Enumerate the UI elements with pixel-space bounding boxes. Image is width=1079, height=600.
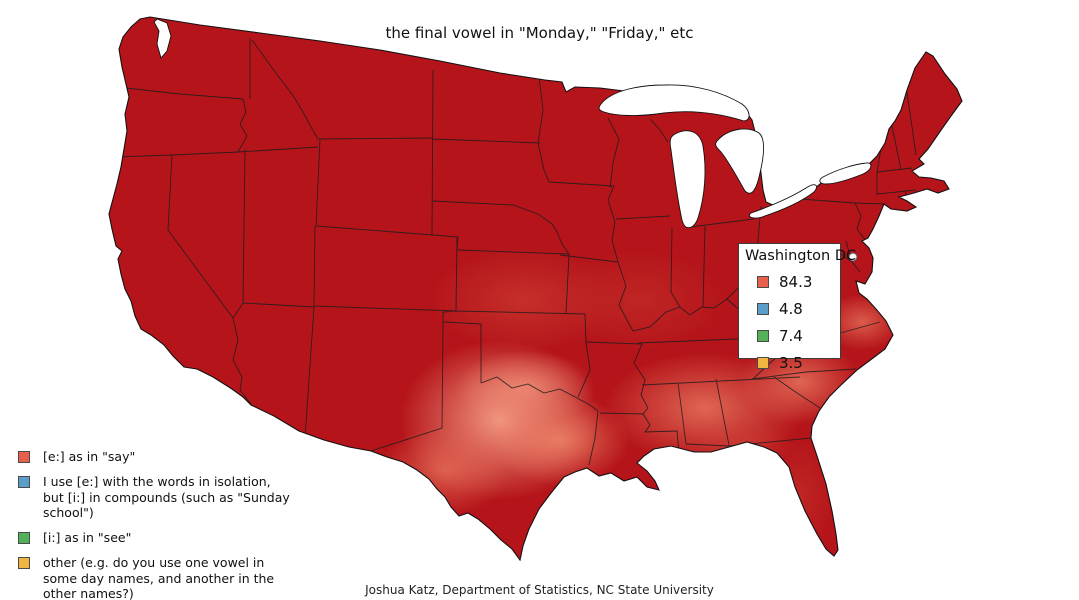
- tooltip-row: 7.4: [757, 327, 834, 345]
- great-lakes: [153, 18, 872, 229]
- legend-item: I use [e:] with the words in isolation, …: [18, 474, 298, 521]
- lake-superior: [598, 84, 750, 122]
- tooltip-row: 4.8: [757, 300, 834, 318]
- tooltip-value: 4.8: [779, 300, 803, 318]
- tooltip-value: 84.3: [779, 273, 813, 291]
- legend-label: [i:] as in "see": [43, 530, 132, 545]
- category-3-swatch: [757, 330, 769, 342]
- category-2-swatch: [18, 475, 30, 488]
- legend-label: [e:] as in "say": [43, 449, 136, 464]
- legend-label: other (e.g. do you use one vowel in some…: [43, 554, 275, 600]
- lake-huron: [715, 128, 765, 194]
- category-4-swatch: [18, 556, 30, 569]
- category-2-swatch: [757, 303, 769, 315]
- tooltip-row: 84.3: [757, 273, 834, 291]
- puget-sound: [153, 18, 172, 59]
- category-1-swatch: [18, 451, 30, 463]
- tooltip-rows: 84.3 4.8 7.4 3.5: [745, 273, 834, 372]
- lake-ontario: [819, 162, 872, 185]
- attribution-caption: Joshua Katz, Department of Statistics, N…: [365, 583, 714, 597]
- page-title: the final vowel in "Monday," "Friday," e…: [385, 24, 694, 42]
- us-outline: [108, 16, 963, 562]
- tooltip-row: 3.5: [757, 354, 834, 372]
- city-marker-washington-dc[interactable]: [848, 252, 858, 262]
- map-tooltip: Washington DC 84.3 4.8 7.4 3.5: [738, 243, 857, 372]
- legend: [e:] as in "say" I use [e:] with the wor…: [18, 449, 298, 600]
- legend-label: I use [e:] with the words in isolation, …: [43, 473, 290, 521]
- category-1-swatch: [757, 276, 769, 288]
- tooltip-value: 3.5: [779, 354, 803, 372]
- legend-item: other (e.g. do you use one vowel in some…: [18, 555, 298, 600]
- legend-item: [i:] as in "see": [18, 530, 298, 546]
- tooltip-value: 7.4: [779, 327, 803, 345]
- legend-item: [e:] as in "say": [18, 449, 298, 465]
- lake-erie: [748, 184, 817, 219]
- category-3-swatch: [18, 532, 30, 544]
- tooltip-city-name: Washington DC: [745, 248, 857, 264]
- category-4-swatch: [757, 357, 769, 369]
- lake-michigan: [669, 130, 706, 229]
